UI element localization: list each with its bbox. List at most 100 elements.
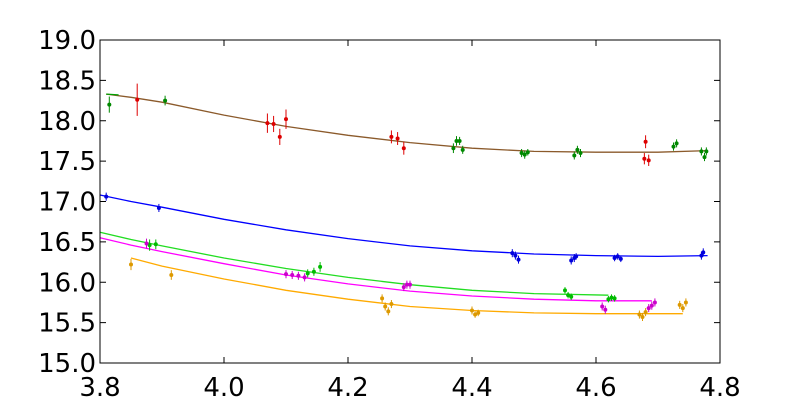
x-tick-label: 3.8 xyxy=(79,373,120,403)
x-tick-label: 4.4 xyxy=(451,373,492,403)
data-point xyxy=(637,312,642,317)
data-point xyxy=(646,158,651,163)
data-point xyxy=(271,121,276,126)
data-point xyxy=(302,275,307,280)
data-point xyxy=(277,134,282,139)
data-point xyxy=(389,134,394,139)
data-point xyxy=(408,282,412,287)
data-point xyxy=(643,139,648,144)
data-point xyxy=(470,308,474,313)
y-tick-label: 18.5 xyxy=(38,66,96,96)
fit-curve-5 xyxy=(130,257,683,315)
data-point xyxy=(510,251,515,256)
data-point xyxy=(516,257,521,262)
data-point xyxy=(683,300,688,305)
data-point xyxy=(401,146,406,151)
data-point xyxy=(454,138,459,143)
data-point xyxy=(513,253,518,258)
y-tick-label: 17.5 xyxy=(38,147,96,177)
point-series-4 xyxy=(144,238,657,314)
data-point xyxy=(578,151,583,156)
data-point xyxy=(569,258,574,263)
data-point xyxy=(701,250,706,255)
plot-area-frame xyxy=(99,39,721,364)
y-tick-label: 18.0 xyxy=(38,107,96,137)
data-point xyxy=(386,309,391,314)
data-point xyxy=(575,147,580,152)
point-series-1 xyxy=(135,83,651,166)
data-point xyxy=(680,306,685,311)
y-tick-label: 16.0 xyxy=(38,268,96,298)
data-point xyxy=(311,269,316,274)
x-tick-label: 4.2 xyxy=(327,373,368,403)
data-point xyxy=(671,144,676,149)
data-point xyxy=(395,136,400,141)
fit-curve-4 xyxy=(99,237,652,302)
data-point xyxy=(612,256,617,261)
data-point xyxy=(699,149,704,154)
data-point xyxy=(699,253,704,258)
data-point xyxy=(649,303,654,308)
data-point xyxy=(284,117,288,122)
fit-curve-1 xyxy=(106,93,119,96)
data-point xyxy=(460,147,465,152)
data-point xyxy=(674,141,679,146)
fit-curve-2 xyxy=(99,194,708,258)
x-tick-label: 4.8 xyxy=(699,373,740,403)
data-point xyxy=(290,272,295,277)
data-point xyxy=(305,271,310,276)
data-point xyxy=(476,310,481,315)
data-point xyxy=(318,264,323,269)
data-point xyxy=(677,302,682,307)
data-point xyxy=(569,294,574,299)
data-point xyxy=(265,121,270,126)
data-point xyxy=(389,302,394,307)
data-point xyxy=(643,310,648,315)
point-series-5 xyxy=(129,258,688,322)
data-point xyxy=(147,243,152,248)
data-point xyxy=(702,155,707,160)
data-point xyxy=(104,194,109,199)
data-point xyxy=(563,288,567,293)
data-point xyxy=(642,156,647,161)
data-point xyxy=(609,295,614,300)
data-point xyxy=(284,272,288,277)
data-point xyxy=(380,296,385,301)
data-point xyxy=(600,304,605,309)
data-point xyxy=(296,273,301,278)
data-point xyxy=(606,297,611,302)
point-series-0 xyxy=(107,95,709,162)
data-point xyxy=(401,285,406,290)
fit-curves xyxy=(99,93,708,315)
y-tick-label: 15.5 xyxy=(38,309,96,339)
data-point xyxy=(615,254,620,259)
data-point xyxy=(704,149,709,154)
x-axis-tick-labels: 3.8 4.0 4.2 4.4 4.6 4.8 xyxy=(79,373,740,403)
point-series-2 xyxy=(104,192,706,265)
y-tick-label: 15.0 xyxy=(38,349,96,379)
data-point xyxy=(652,300,657,305)
axis-ticks xyxy=(99,39,721,364)
x-tick-label: 4.0 xyxy=(203,373,244,403)
data-point xyxy=(153,242,158,247)
y-tick-label: 17.0 xyxy=(38,188,96,218)
data-point xyxy=(522,152,527,157)
data-point xyxy=(156,205,161,210)
fit-curve-3 xyxy=(99,231,609,296)
data-point xyxy=(457,138,462,143)
data-point xyxy=(169,272,174,277)
x-tick-label: 4.6 xyxy=(575,373,616,403)
data-point xyxy=(572,153,577,158)
data-point xyxy=(618,256,623,261)
data-point xyxy=(603,307,608,312)
data-point xyxy=(574,254,579,259)
y-tick-label: 16.5 xyxy=(38,228,96,258)
data-point xyxy=(646,306,651,311)
data-point xyxy=(525,150,530,155)
data-points xyxy=(104,83,709,322)
data-point xyxy=(129,262,133,267)
data-point xyxy=(163,98,168,103)
data-point xyxy=(612,296,617,301)
data-point xyxy=(566,293,571,298)
